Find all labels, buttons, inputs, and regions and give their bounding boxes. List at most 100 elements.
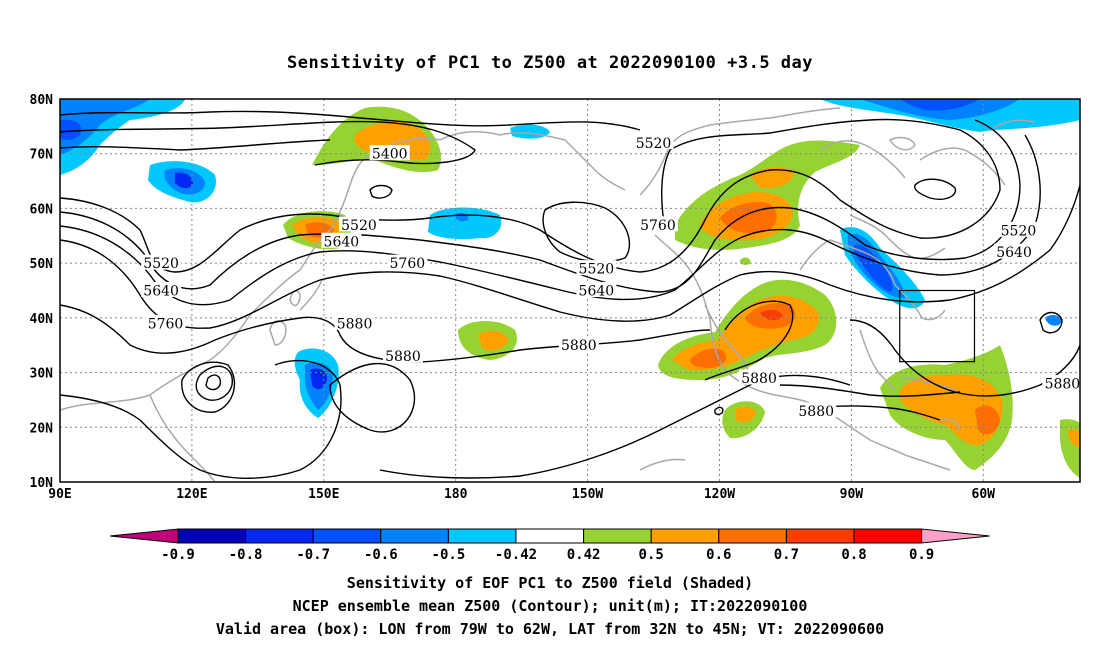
contour-label-bg <box>576 282 617 297</box>
latitude-tick-label: 70N <box>30 148 54 163</box>
colorbar-swatch <box>177 528 247 544</box>
longitude-tick-label: 90E <box>48 487 71 502</box>
colorbar-swatch <box>718 528 787 544</box>
contour-label: 5760 <box>640 218 676 234</box>
contour-label-bg <box>145 314 186 330</box>
colorbar: -0.9 -0.8 -0.7 -0.6 -0.5 -0.42 0.42 0.5 0.6 0.7 0.… <box>109 528 990 563</box>
longitude-tick-label: 120W <box>704 487 735 502</box>
contour-label: 5520 <box>579 262 615 278</box>
shade-positive <box>740 257 751 265</box>
colorbar-label: 0.8 <box>841 547 866 563</box>
contour-label: 5880 <box>1045 377 1081 393</box>
shade-negative <box>900 99 980 111</box>
caption-shading: Sensitivity of EOF PC1 to Z500 field (Sh… <box>347 574 753 592</box>
contour-label: 5520 <box>341 218 377 234</box>
longitude-tick-label: 180 <box>444 487 468 502</box>
contour-label: 5520 <box>1001 223 1037 239</box>
contour-label: 5400 <box>372 147 408 163</box>
contour-label: 5880 <box>385 349 421 365</box>
latitude-tick-label: 50N <box>30 257 54 272</box>
caption-valid-area: Valid area (box): LON from 79W to 62W, L… <box>216 620 884 638</box>
colorbar-label: 0.9 <box>909 547 934 563</box>
colorbar-swatch-low <box>109 528 179 544</box>
colorbar-label: 0.42 <box>567 547 601 563</box>
colorbar-swatch <box>650 528 720 544</box>
contour-label: 5520 <box>143 256 179 272</box>
contour-label-bg <box>998 221 1039 237</box>
contour-label: 5640 <box>143 284 179 300</box>
contour-label-bg <box>994 243 1035 259</box>
contour-label: 5880 <box>798 404 834 420</box>
colorbar-swatch <box>245 528 314 544</box>
shade-negative <box>310 368 328 390</box>
contour-label-bg <box>334 314 375 330</box>
contour-label: 5760 <box>390 256 426 272</box>
contour-label-bg <box>387 254 428 270</box>
contour-label-bg <box>739 369 780 385</box>
contour-label-bg <box>141 282 182 297</box>
contour-label-bg <box>321 232 362 248</box>
longitude-tick-label: 150W <box>572 487 603 502</box>
shade-positive <box>735 406 756 423</box>
contour-label-bg <box>338 216 379 232</box>
longitude-tick-label: 90W <box>840 487 864 502</box>
shading-layer <box>60 99 1080 478</box>
contour-label-bg <box>576 260 617 276</box>
latitude-tick-label: 10N <box>30 476 54 491</box>
shade-negative <box>175 172 193 189</box>
colorbar-swatch <box>447 528 517 544</box>
contour-label-bg <box>637 216 678 232</box>
shade-negative <box>1045 315 1062 326</box>
contour-label: 5640 <box>579 284 615 300</box>
colorbar-swatch <box>853 528 923 544</box>
colorbar-label: -0.9 <box>161 547 195 563</box>
colorbar-label: -0.5 <box>432 547 466 563</box>
contour-label: 5880 <box>741 371 777 387</box>
caption-contour: NCEP ensemble mean Z500 (Contour); unit(… <box>293 597 808 615</box>
map-title: Sensitivity of PC1 to Z500 at 2022090100… <box>287 53 813 73</box>
colorbar-label: 0.7 <box>774 547 799 563</box>
contour-label-bg <box>558 336 599 352</box>
shade-positive <box>478 330 508 351</box>
shade-negative <box>60 119 82 140</box>
valid-area-box <box>899 289 976 363</box>
shade-negative <box>428 207 502 240</box>
map-frame <box>59 98 1081 483</box>
colorbar-swatch <box>380 528 449 544</box>
contour-labels: 5400552055205640576055205640576058805880… <box>141 134 1081 420</box>
colorbar-swatch <box>515 528 585 544</box>
shade-negative <box>60 99 135 108</box>
longitude-labels: 90E 120E 150E 180 150W 120W 90W 60W <box>48 487 995 502</box>
colorbar-label: -0.8 <box>229 547 263 563</box>
contour-label-bg <box>1042 375 1080 391</box>
contour-label-bg <box>141 254 182 270</box>
contour-label: 5880 <box>561 338 597 354</box>
colorbar-label: -0.6 <box>364 547 398 563</box>
colorbar-label: 0.5 <box>639 547 664 563</box>
contour-label: 5640 <box>996 245 1032 261</box>
colorbar-swatch <box>312 528 382 544</box>
latitude-tick-label: 40N <box>30 312 54 327</box>
longitude-tick-label: 60W <box>972 487 996 502</box>
contour-label-bg <box>369 145 410 161</box>
longitude-tick-label: 150E <box>308 487 339 502</box>
contour-label-bg <box>633 134 674 150</box>
latitude-tick-label: 20N <box>30 421 54 436</box>
colorbar-label: -0.42 <box>495 547 537 563</box>
colorbar-label: -0.7 <box>296 547 330 563</box>
colorbar-swatch <box>785 528 855 544</box>
contour-label: 5760 <box>148 316 184 332</box>
contour-label: 5880 <box>337 316 373 332</box>
latitude-tick-label: 30N <box>30 367 54 382</box>
longitude-tick-label: 120E <box>176 487 207 502</box>
latitude-tick-label: 80N <box>30 93 54 108</box>
contour-label-bg <box>796 402 837 418</box>
contour-label: 5520 <box>636 136 672 152</box>
map-panel: 5400552055205640576055205640576058805880… <box>59 98 1081 483</box>
latitude-labels: 80N 70N 60N 50N 40N 30N 20N 10N <box>30 93 54 491</box>
contour-label: 5640 <box>324 234 360 250</box>
colorbar-swatch <box>583 528 652 544</box>
latitude-tick-label: 60N <box>30 202 54 217</box>
colorbar-swatch-high <box>921 528 990 544</box>
